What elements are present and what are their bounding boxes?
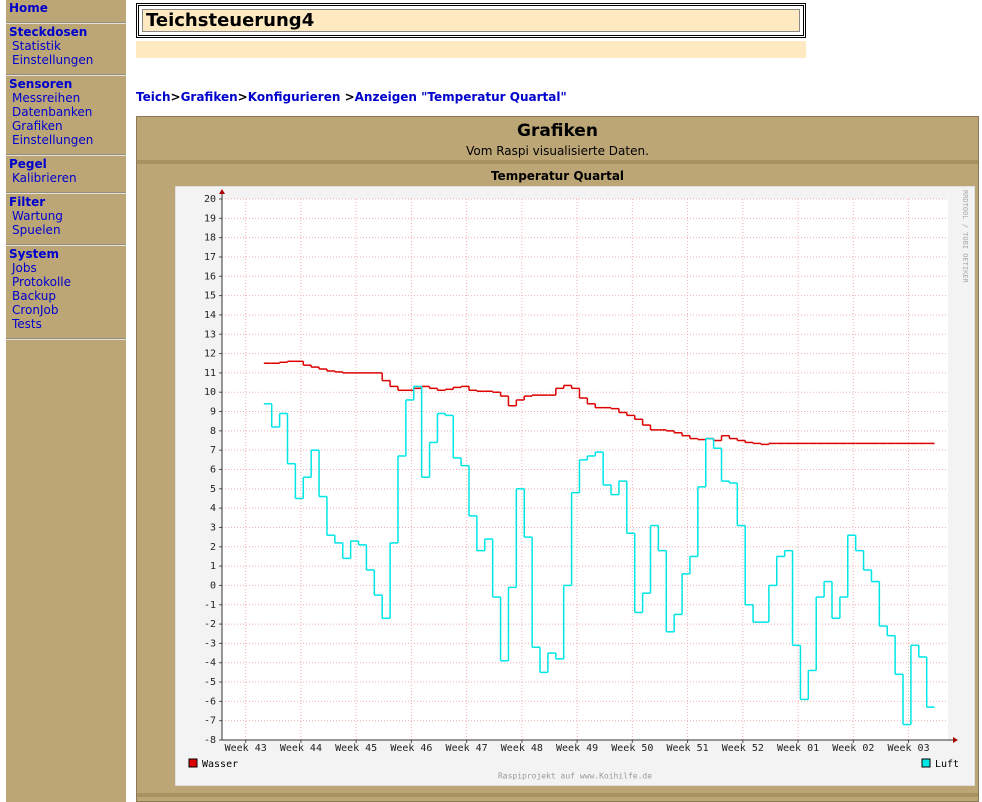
nav-heading[interactable]: Filter [9,195,46,209]
nav-link[interactable]: Backup [12,289,56,303]
nav-heading[interactable]: System [9,247,59,261]
header-strip [136,41,806,58]
y-tick-label: -3 [204,638,216,649]
y-tick-label: 5 [210,484,216,495]
x-tick-label: Week 49 [556,743,598,754]
breadcrumb-link[interactable]: Grafiken [180,90,238,104]
x-tick-label: Week 48 [501,743,543,754]
y-tick-label: -2 [204,619,216,630]
nav-link[interactable]: Kalibrieren [12,171,77,185]
nav-link[interactable]: Messreihen [12,91,81,105]
panel-title: Grafiken [517,121,598,141]
nav-heading[interactable]: Home [9,1,48,15]
y-tick-label: -6 [204,696,216,707]
x-tick-label: Week 50 [611,743,653,754]
y-tick-label: 0 [210,580,216,591]
y-tick-label: 2 [210,542,216,553]
breadcrumb-separator: > [340,90,355,104]
y-tick-label: 10 [204,387,216,398]
y-tick-label: 9 [210,407,216,418]
nav-link[interactable]: CronJob [12,303,59,317]
breadcrumb-separator: > [170,90,181,104]
nav-link[interactable]: Statistik [12,39,61,53]
y-tick-label: 11 [204,368,216,379]
x-tick-label: Week 47 [446,743,488,754]
nav-section: Filter Wartung Spuelen [6,194,126,246]
nav-section: Steckdosen Statistik Einstellungen [6,24,126,76]
nav-link[interactable]: Grafiken [12,119,63,133]
y-tick-label: 20 [204,194,216,205]
y-tick-label: 3 [210,522,216,533]
header: Teichsteuerung4 [136,3,806,38]
legend-label: Luft [935,759,959,770]
y-tick-label: -7 [204,716,216,727]
breadcrumb-link[interactable]: Anzeigen "Temperatur Quartal" [354,90,567,104]
nav-heading[interactable]: Sensoren [9,77,73,91]
nav-section: Pegel Kalibrieren [6,156,126,194]
y-tick-label: -1 [204,600,216,611]
nav-section: System Jobs Protokolle Backup CronJob Tests [6,246,126,340]
legend-swatch [188,758,198,768]
x-tick-label: Week 46 [390,743,432,754]
breadcrumb-separator: > [237,90,248,104]
x-tick-label: Week 51 [667,743,709,754]
y-tick-label: -5 [204,677,216,688]
nav-heading[interactable]: Pegel [9,157,47,171]
legend-swatch [921,758,931,768]
nav-link[interactable]: Wartung [12,209,63,223]
y-tick-label: 18 [204,233,216,244]
y-tick-label: 8 [210,426,216,437]
x-tick-label: Week 03 [887,743,929,754]
nav-link[interactable]: Einstellungen [12,133,94,147]
divider [137,160,978,164]
panel-subtitle: Vom Raspi visualisierte Daten. [466,144,649,158]
nav-link[interactable]: Einstellungen [12,53,94,67]
nav-link[interactable]: Jobs [12,261,37,275]
chart-footer: Raspiprojekt auf www.Koihilfe.de [498,772,652,781]
panel: Grafiken Vom Raspi visualisierte Daten. … [136,116,979,802]
sidebar: Home Steckdosen Statistik Einstellungen Sens… [6,0,126,802]
y-tick-label: -4 [204,658,216,669]
nav-link[interactable]: Datenbanken [12,105,93,119]
y-tick-label: 13 [204,329,216,340]
x-tick-label: Week 01 [777,743,819,754]
watermark: RRDTOOL / TOBI OETIKER [961,190,969,284]
y-tick-label: 4 [210,503,216,514]
y-tick-label: 1 [210,561,216,572]
nav-link[interactable]: Spuelen [12,223,61,237]
y-tick-label: 17 [204,252,216,263]
chart-title: Temperatur Quartal [490,169,625,183]
x-tick-label: Week 44 [280,743,322,754]
breadcrumb-link[interactable]: Teich [136,90,171,104]
nav-section: Sensoren Messreihen Datenbanken Grafiken Ein… [6,76,126,156]
y-tick-label: 6 [210,465,216,476]
breadcrumb: Teich>Grafiken>Konfigurieren >Anzeigen "… [136,90,567,104]
x-axis-arrow [953,737,958,743]
chart: -8-7-6-5-4-3-2-1012345678910111213141516… [175,186,975,786]
divider [137,793,978,797]
y-tick-label: 15 [204,291,216,302]
nav-link[interactable]: Protokolle [12,275,71,289]
y-tick-label: 14 [204,310,216,321]
x-tick-label: Week 02 [832,743,874,754]
nav-link[interactable]: Tests [12,317,42,331]
breadcrumb-link[interactable]: Konfigurieren [247,90,341,104]
y-tick-label: 12 [204,349,216,360]
header-title: Teichsteuerung4 [142,9,800,32]
x-tick-label: Week 45 [335,743,377,754]
y-tick-label: 16 [204,271,216,282]
x-tick-label: Week 43 [225,743,267,754]
legend-label: Wasser [202,759,238,770]
y-tick-label: 19 [204,213,216,224]
y-tick-label: 7 [210,445,216,456]
x-tick-label: Week 52 [722,743,764,754]
y-axis-arrow [219,189,225,194]
nav-heading[interactable]: Steckdosen [9,25,88,39]
nav-section: Home [6,0,126,24]
y-tick-label: -8 [204,735,216,746]
